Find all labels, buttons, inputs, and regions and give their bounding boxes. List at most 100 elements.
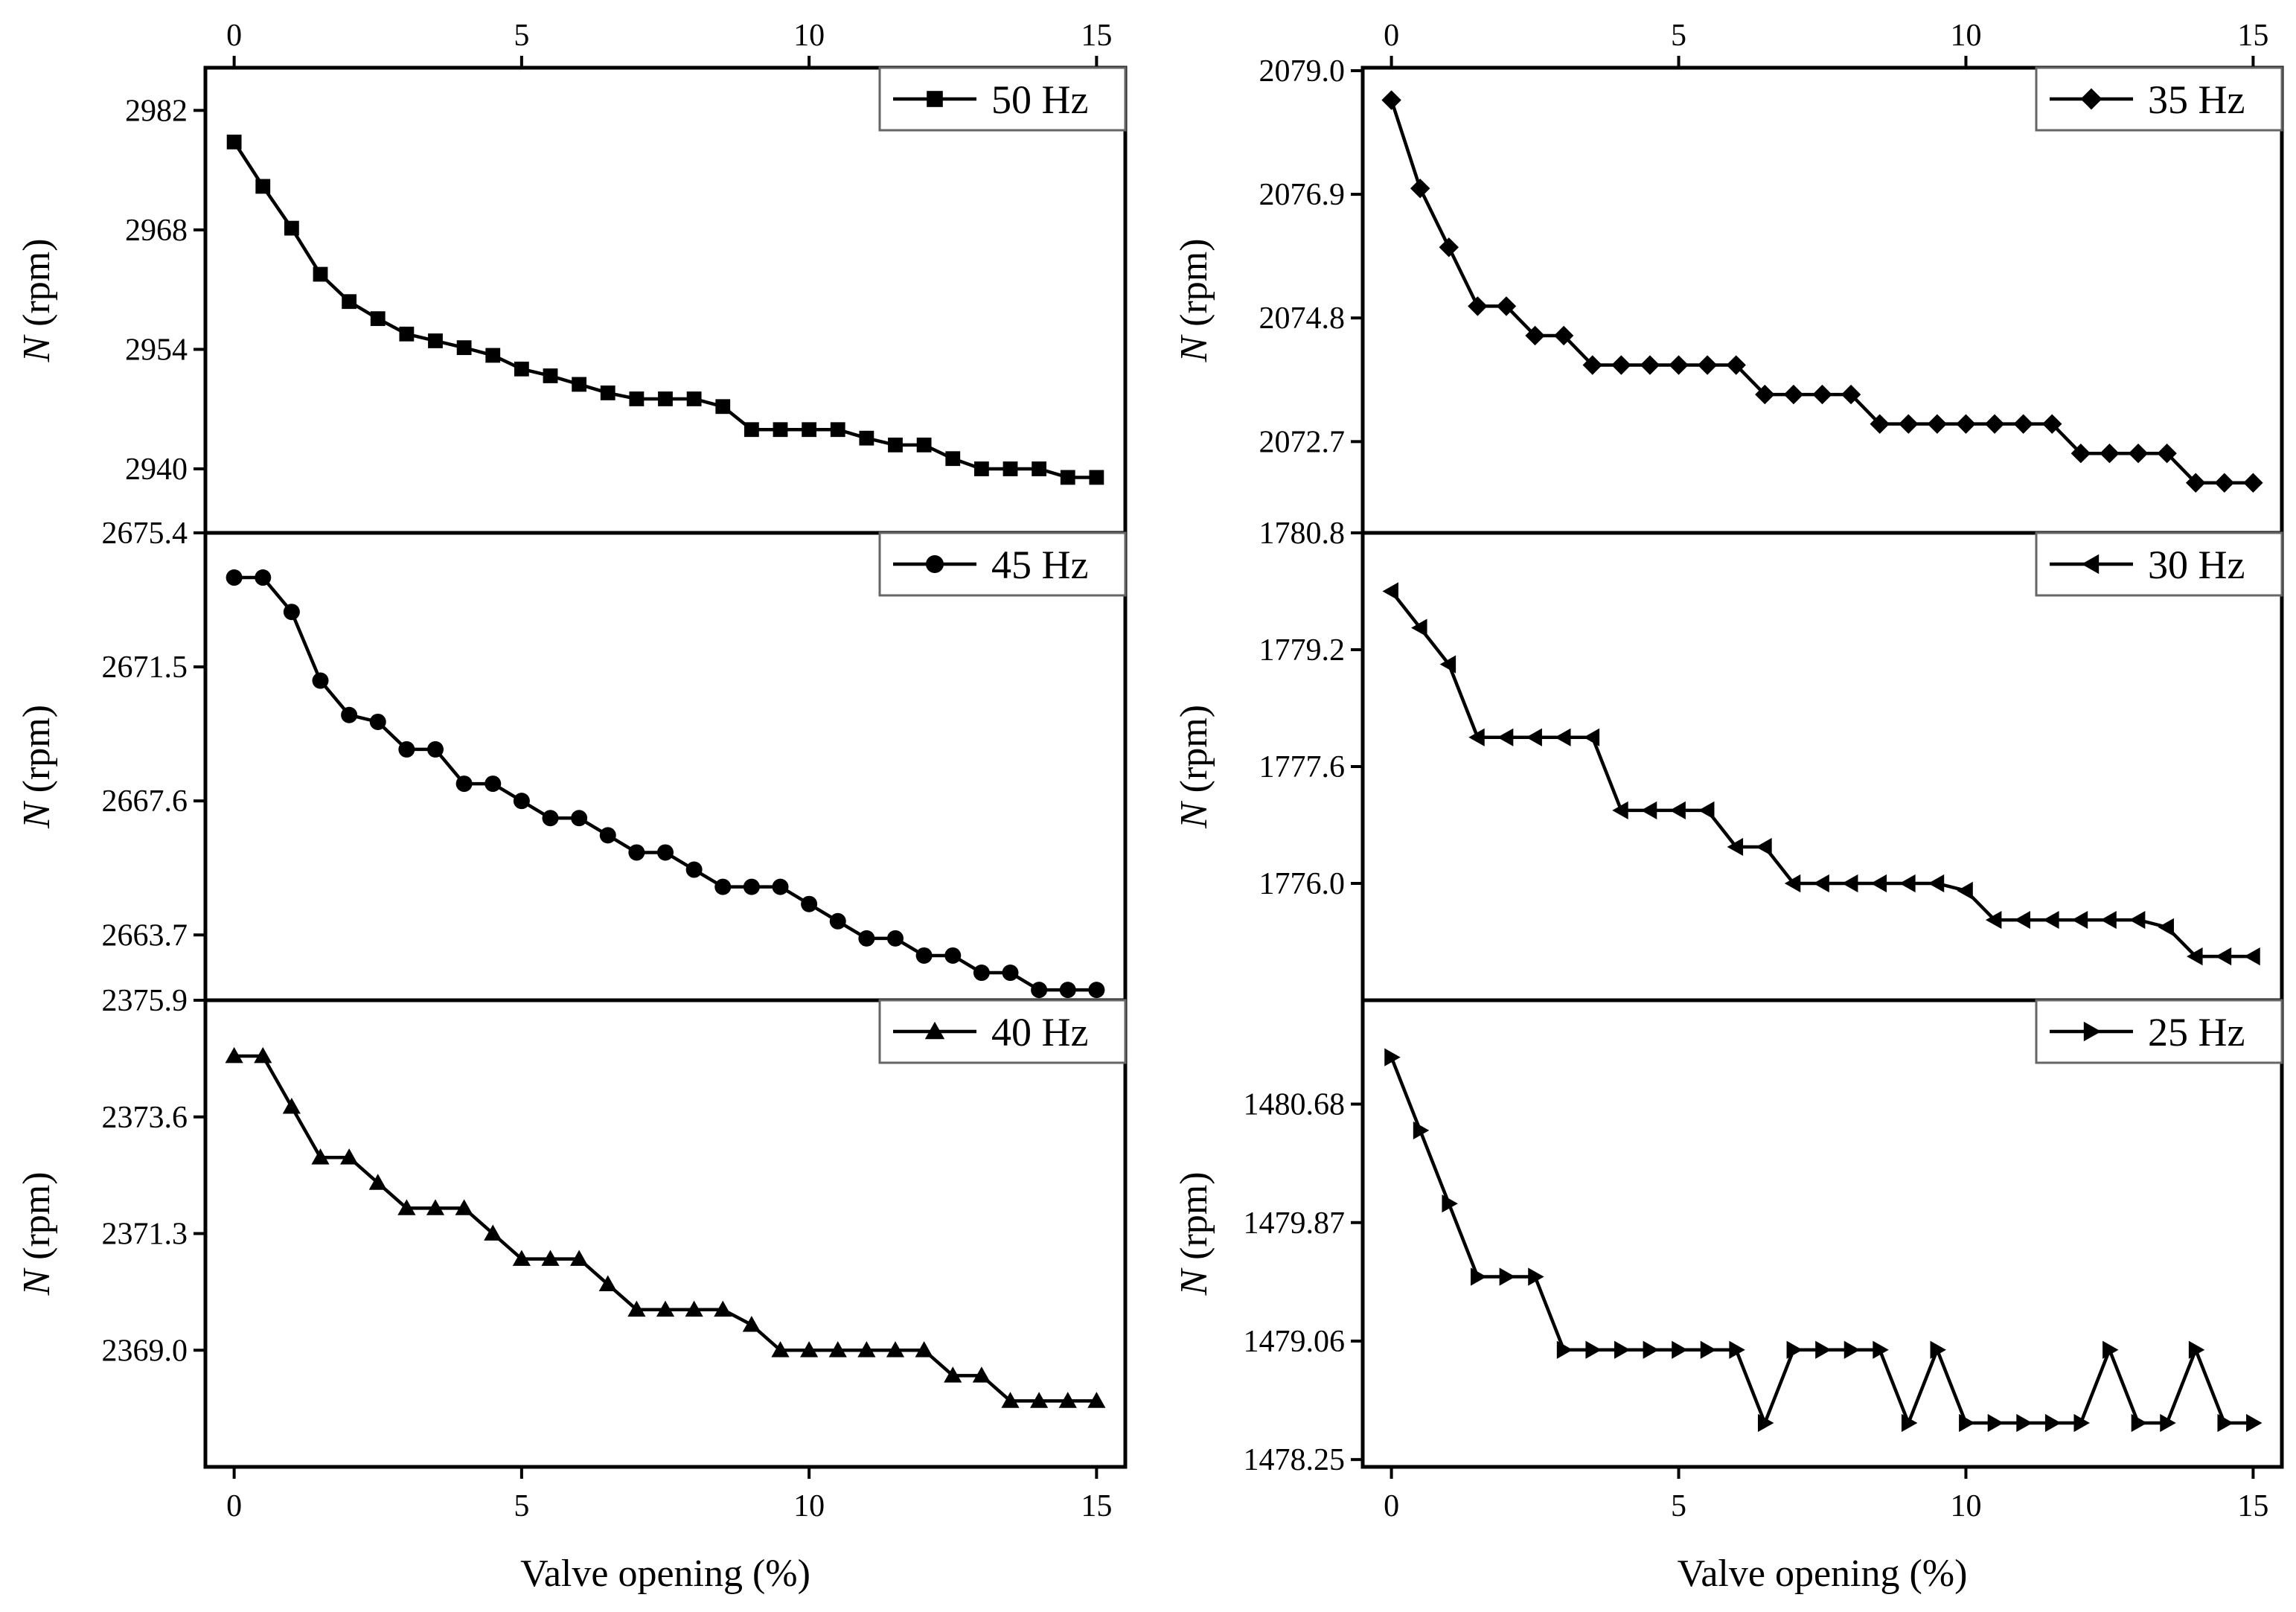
data-point <box>2129 910 2146 930</box>
data-point <box>542 810 559 827</box>
y-tick-label: 2663.7 <box>102 918 188 953</box>
y-tick-label: 1777.6 <box>1259 750 1346 784</box>
y-axis-title: N (rpm) <box>16 1171 58 1296</box>
data-point <box>828 1341 847 1357</box>
legend-marker <box>927 91 943 107</box>
series-line <box>1390 1056 2254 1425</box>
data-point <box>1786 1340 1803 1359</box>
y-tick-label: 1478.25 <box>1244 1443 1346 1477</box>
data-point <box>1843 1340 1861 1359</box>
data-point <box>1382 582 1398 601</box>
plot-frame <box>1360 531 2284 1002</box>
data-point <box>255 179 271 194</box>
data-point <box>685 861 703 878</box>
data-point <box>2014 910 2031 930</box>
legend-marker <box>2080 88 2102 110</box>
data-point <box>485 775 502 793</box>
data-point <box>2073 1413 2090 1433</box>
data-point <box>1032 461 1047 476</box>
x-tick-label: 15 <box>1081 1489 1112 1523</box>
data-point <box>398 741 415 758</box>
data-point <box>627 1300 646 1317</box>
data-point <box>1899 874 1916 893</box>
data-point <box>1784 874 1801 893</box>
data-point <box>1381 90 1401 110</box>
plot-frame <box>1360 65 2284 535</box>
data-point <box>2160 1413 2176 1433</box>
data-point <box>1439 655 1456 674</box>
data-point <box>1611 355 1631 375</box>
x-tick-label: 5 <box>1671 1489 1686 1523</box>
data-point <box>628 844 645 861</box>
data-point <box>512 1250 531 1266</box>
data-point <box>426 1199 445 1215</box>
y-tick-label: 2375.9 <box>102 984 188 1018</box>
data-point <box>1870 874 1887 893</box>
legend-label: 35 Hz <box>2148 77 2245 122</box>
data-point <box>944 1366 962 1383</box>
data-point <box>340 1148 359 1165</box>
data-point <box>2131 1413 2148 1433</box>
plot-frame <box>203 531 1128 1002</box>
data-point <box>342 294 357 310</box>
data-point <box>370 311 386 327</box>
data-point <box>1930 1340 1946 1359</box>
data-point <box>1612 801 1628 819</box>
x-tick-label: 0 <box>226 1489 242 1523</box>
x-tick-label-top: 15 <box>1081 19 1112 53</box>
data-point <box>484 1224 502 1241</box>
data-point <box>972 1366 991 1383</box>
data-point <box>2215 947 2232 966</box>
data-point <box>1985 910 2002 930</box>
data-point <box>1901 1413 1918 1433</box>
data-point <box>887 930 904 947</box>
data-point <box>571 810 588 827</box>
data-point <box>686 391 702 406</box>
data-point <box>313 266 328 282</box>
data-point <box>1956 414 1976 434</box>
data-point <box>282 1098 301 1114</box>
series-line <box>1390 590 2254 959</box>
data-point <box>455 1199 473 1215</box>
y-axis-title: N (rpm) <box>1173 705 1215 829</box>
data-point <box>773 422 788 438</box>
data-point <box>2070 443 2091 464</box>
data-point <box>2217 1413 2233 1433</box>
data-point <box>1928 874 1945 893</box>
data-point <box>1471 1267 1487 1286</box>
legend-marker <box>924 1021 945 1040</box>
y-tick-label: 2968 <box>125 214 188 248</box>
data-point <box>341 706 358 723</box>
data-point <box>1870 414 1890 434</box>
data-point <box>714 878 732 895</box>
data-point <box>1640 801 1657 819</box>
data-point <box>1783 384 1804 405</box>
x-tick-label: 0 <box>1384 1489 1399 1523</box>
data-point <box>772 878 789 895</box>
data-point <box>543 368 558 383</box>
data-point <box>2100 910 2117 930</box>
x-tick-label-top: 0 <box>1384 19 1399 53</box>
y-tick-label: 2074.8 <box>1259 301 1346 336</box>
x-tick-label-top: 10 <box>1950 19 1981 53</box>
data-point <box>743 878 760 895</box>
data-point <box>1384 1048 1401 1066</box>
data-point <box>802 422 817 438</box>
x-tick-label: 5 <box>514 1489 529 1523</box>
data-point <box>2128 443 2149 464</box>
data-point <box>1002 461 1018 476</box>
data-point <box>427 741 444 758</box>
data-point <box>1984 414 2005 434</box>
data-point <box>657 844 674 861</box>
x-tick-label: 15 <box>2237 1489 2268 1523</box>
data-point <box>2016 1413 2033 1433</box>
y-tick-label: 1780.8 <box>1259 516 1346 551</box>
data-point <box>1698 801 1715 819</box>
legend-marker <box>2081 554 2100 575</box>
data-point <box>399 326 415 342</box>
y-tick-label: 2373.6 <box>102 1101 188 1135</box>
data-point <box>1959 1413 1975 1433</box>
data-point <box>801 895 818 912</box>
data-point <box>886 1341 905 1357</box>
